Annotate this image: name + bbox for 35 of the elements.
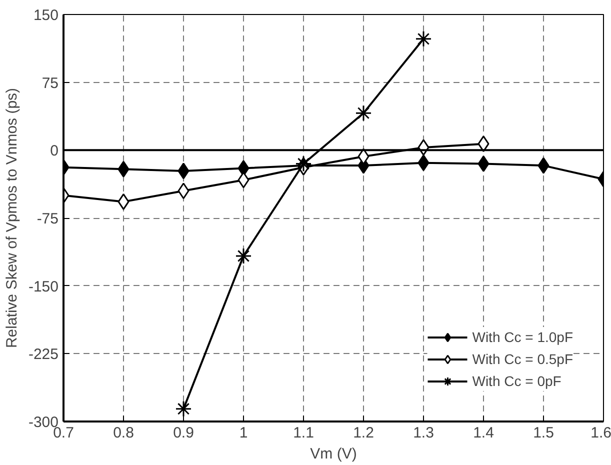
x-tick-label: 1.4 xyxy=(473,424,494,442)
y-tick-label: 75 xyxy=(42,74,59,92)
x-tick-label: 1.5 xyxy=(533,424,554,442)
x-axis-title: Vm (V) xyxy=(310,446,357,462)
point xyxy=(235,248,252,264)
point xyxy=(238,172,250,188)
x-tick-label: 1 xyxy=(239,424,248,442)
point xyxy=(295,155,312,172)
point xyxy=(538,157,550,174)
x-tick-label: 1.1 xyxy=(293,424,314,442)
point xyxy=(415,30,432,48)
y-tick-label: -150 xyxy=(28,278,59,296)
point xyxy=(118,193,130,210)
point xyxy=(175,400,192,418)
y-tick-label: -75 xyxy=(36,210,59,228)
y-tick-label: -225 xyxy=(28,346,59,364)
point xyxy=(118,160,130,178)
point xyxy=(478,155,490,172)
point xyxy=(418,154,430,172)
point xyxy=(178,182,190,200)
legend-label: With Cc = 1.0pF xyxy=(472,329,573,345)
x-tick-label: 1.6 xyxy=(590,424,611,442)
y-tick-label: 0 xyxy=(50,142,58,160)
legend-label: With Cc = 0.5pF xyxy=(472,351,573,367)
point xyxy=(178,162,190,180)
x-tick-label: 1.3 xyxy=(413,424,434,442)
x-tick-label: 0.8 xyxy=(113,424,134,442)
x-tick-label: 1.2 xyxy=(353,424,374,442)
point xyxy=(478,136,490,152)
point xyxy=(358,148,370,165)
legend-label: With Cc = 0pF xyxy=(472,373,562,389)
y-tick-label: 150 xyxy=(33,7,59,24)
y-axis-title: Relative Skew of Vpmos to Vnmos (ps) xyxy=(3,88,20,348)
point xyxy=(355,104,372,122)
x-tick-label: 0.9 xyxy=(173,424,194,442)
